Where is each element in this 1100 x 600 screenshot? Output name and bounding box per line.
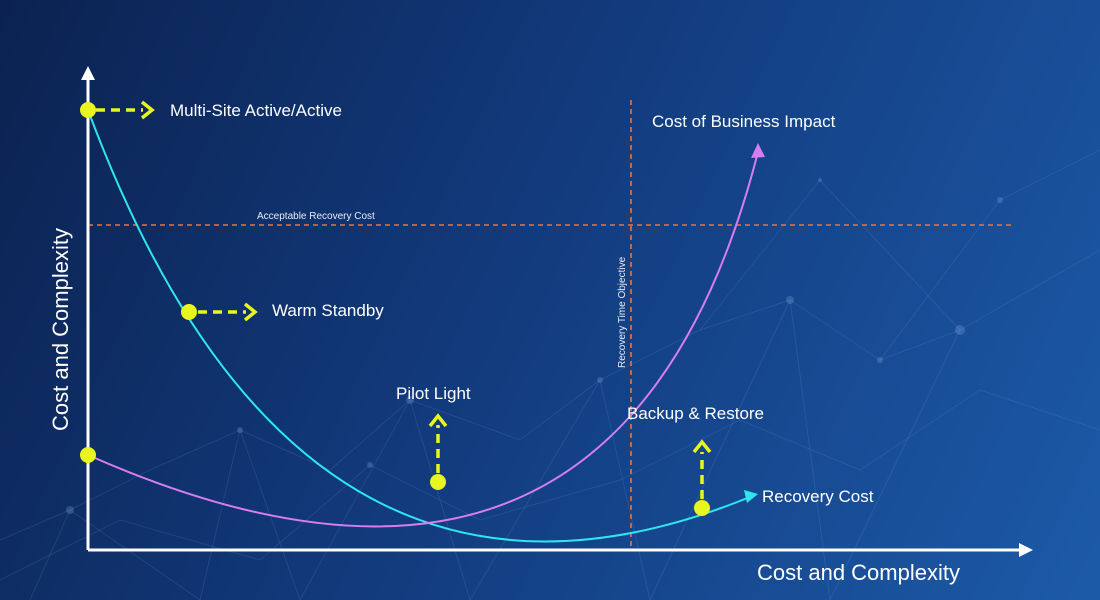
strategy-label: Pilot Light: [396, 384, 471, 403]
strategy-marker: [80, 102, 96, 118]
recovery-time-objective-label: Recovery Time Objective: [617, 256, 628, 368]
strategy-backup-restore: Backup & Restore: [627, 404, 764, 516]
strategy-label: Backup & Restore: [627, 404, 764, 423]
strategy-pilot-light: Pilot Light: [396, 384, 471, 490]
recovery-cost-arrowhead: [744, 490, 758, 503]
recovery-cost-label: Recovery Cost: [762, 487, 874, 506]
business-impact-arrowhead: [751, 143, 765, 158]
arrow-right-icon: [140, 100, 155, 120]
y-axis-label: Cost and Complexity: [48, 228, 73, 431]
business-impact-label: Cost of Business Impact: [652, 112, 836, 131]
business-impact-curve: [87, 151, 759, 528]
strategy-label: Multi-Site Active/Active: [170, 101, 342, 120]
business-impact-origin-marker: [80, 447, 96, 463]
acceptable-recovery-cost-label: Acceptable Recovery Cost: [257, 211, 375, 222]
y-axis-arrow: [81, 66, 95, 80]
strategy-warm-standby: Warm Standby: [181, 301, 384, 322]
strategy-multi-site: Multi-Site Active/Active: [80, 100, 342, 120]
strategy-marker: [181, 304, 197, 320]
strategy-label: Warm Standby: [272, 301, 384, 320]
arrow-right-icon: [243, 302, 258, 322]
arrow-up-icon: [428, 413, 448, 428]
x-axis-label: Cost and Complexity: [757, 560, 960, 585]
arrow-up-icon: [692, 439, 712, 454]
strategy-marker: [430, 474, 446, 490]
strategy-marker: [694, 500, 710, 516]
x-axis-arrow: [1019, 543, 1033, 557]
recovery-cost-curve: [87, 109, 751, 543]
